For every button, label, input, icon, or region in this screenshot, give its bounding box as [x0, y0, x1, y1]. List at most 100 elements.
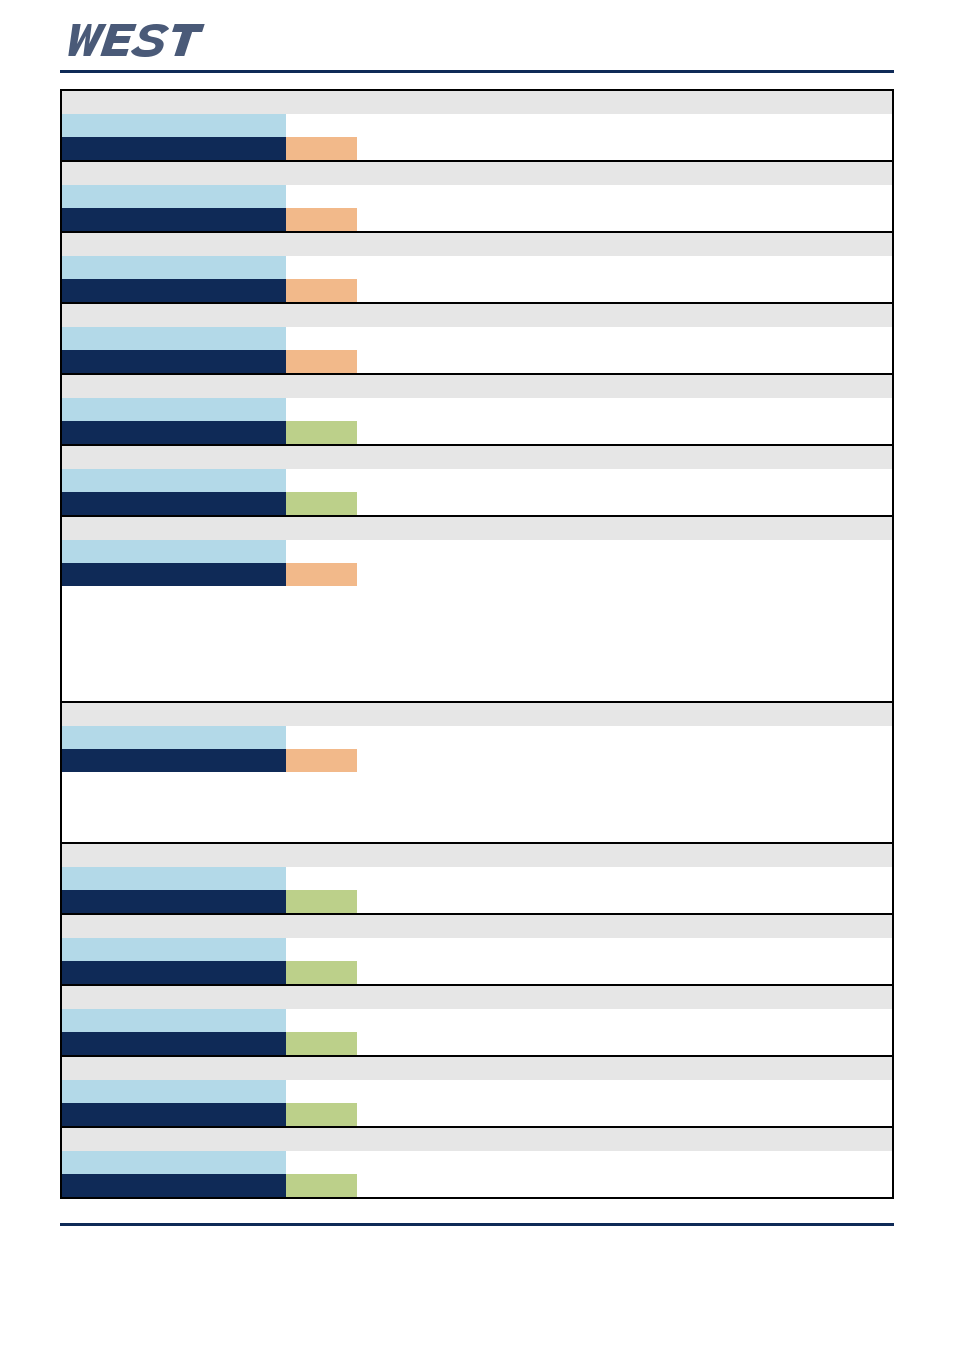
- bar-row: [62, 1103, 892, 1126]
- bar-row: [62, 1032, 892, 1055]
- bar-segment: [357, 890, 892, 913]
- bar-segment: [62, 421, 286, 444]
- bar-segment: [286, 1103, 357, 1126]
- table-row-group: [62, 517, 892, 703]
- bar-row: [62, 350, 892, 373]
- header-strip: [62, 703, 892, 726]
- header-strip: [62, 986, 892, 1009]
- bar-row: [62, 938, 892, 961]
- bar-segment: [286, 1151, 892, 1174]
- bar-segment: [286, 137, 357, 160]
- bar-segment: [62, 890, 286, 913]
- top-divider: [60, 70, 894, 73]
- table-row-group: [62, 162, 892, 233]
- bar-segment: [286, 1080, 892, 1103]
- bar-segment: [286, 961, 357, 984]
- bar-segment: [357, 421, 892, 444]
- bar-row: [62, 1174, 892, 1197]
- bar-row: [62, 726, 892, 749]
- bar-segment: [62, 256, 286, 279]
- bar-row: [62, 540, 892, 563]
- bar-segment: [357, 1103, 892, 1126]
- bar-segment: [62, 749, 286, 772]
- page: [0, 0, 954, 1266]
- bar-segment: [357, 492, 892, 515]
- table-row-group: [62, 304, 892, 375]
- header-strip: [62, 162, 892, 185]
- bar-segment: [286, 890, 357, 913]
- bar-segment: [62, 563, 286, 586]
- gap-row: [62, 772, 892, 842]
- header-strip: [62, 915, 892, 938]
- bar-segment: [357, 1174, 892, 1197]
- bar-segment: [62, 327, 286, 350]
- bar-segment: [286, 1009, 892, 1032]
- bar-segment: [286, 867, 892, 890]
- bar-segment: [62, 137, 286, 160]
- bar-segment: [62, 185, 286, 208]
- bar-row: [62, 137, 892, 160]
- bar-segment: [62, 1174, 286, 1197]
- bar-segment: [357, 350, 892, 373]
- bar-segment: [286, 469, 892, 492]
- bar-row: [62, 749, 892, 772]
- table-row-group: [62, 1128, 892, 1197]
- bar-segment: [62, 1009, 286, 1032]
- bar-segment: [62, 398, 286, 421]
- gap-row: [62, 586, 892, 701]
- bar-segment: [286, 114, 892, 137]
- bar-segment: [357, 1032, 892, 1055]
- bar-row: [62, 1009, 892, 1032]
- header-strip: [62, 1057, 892, 1080]
- bar-segment: [62, 208, 286, 231]
- bar-segment: [286, 421, 357, 444]
- bottom-divider: [60, 1223, 894, 1226]
- bar-row: [62, 563, 892, 586]
- bar-segment: [286, 726, 892, 749]
- header-strip: [62, 844, 892, 867]
- bar-segment: [62, 540, 286, 563]
- bar-row: [62, 867, 892, 890]
- bar-segment: [62, 726, 286, 749]
- west-logo-icon: [60, 20, 220, 64]
- bar-segment: [286, 492, 357, 515]
- bar-segment: [62, 1032, 286, 1055]
- table-row-group: [62, 844, 892, 915]
- bar-segment: [286, 398, 892, 421]
- bar-segment: [357, 961, 892, 984]
- bar-segment: [357, 208, 892, 231]
- bar-row: [62, 890, 892, 913]
- bar-row: [62, 114, 892, 137]
- bar-row: [62, 208, 892, 231]
- bar-segment: [286, 1174, 357, 1197]
- bar-segment: [62, 961, 286, 984]
- bar-row: [62, 469, 892, 492]
- header-strip: [62, 91, 892, 114]
- bar-segment: [286, 256, 892, 279]
- bar-segment: [286, 350, 357, 373]
- bar-segment: [62, 1080, 286, 1103]
- bar-row: [62, 398, 892, 421]
- bar-segment: [286, 563, 357, 586]
- bar-segment: [357, 749, 892, 772]
- bar-segment: [286, 938, 892, 961]
- table-row-group: [62, 233, 892, 304]
- bar-segment: [357, 279, 892, 302]
- bar-row: [62, 492, 892, 515]
- table-row-group: [62, 915, 892, 986]
- bar-row: [62, 256, 892, 279]
- table-row-group: [62, 986, 892, 1057]
- bar-segment: [286, 279, 357, 302]
- bar-segment: [286, 540, 892, 563]
- table-row-group: [62, 1057, 892, 1128]
- header-strip: [62, 375, 892, 398]
- bar-row: [62, 327, 892, 350]
- bar-row: [62, 1151, 892, 1174]
- bar-segment: [62, 1103, 286, 1126]
- bar-segment: [286, 208, 357, 231]
- bar-row: [62, 279, 892, 302]
- table-row-group: [62, 703, 892, 844]
- bar-segment: [357, 563, 892, 586]
- bar-row: [62, 1080, 892, 1103]
- bar-row: [62, 961, 892, 984]
